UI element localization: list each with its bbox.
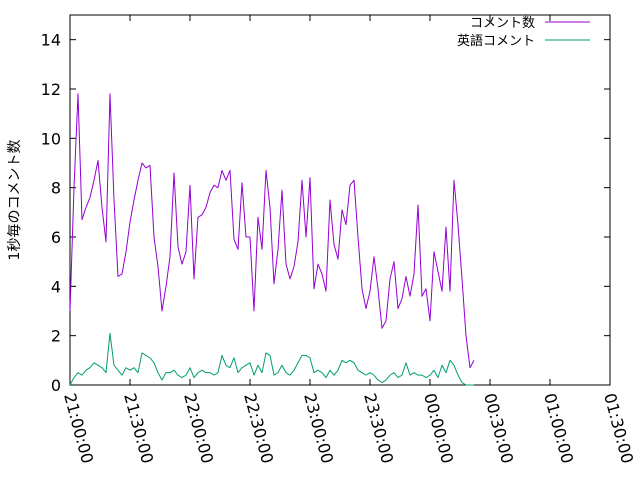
y-tick-label: 0 [51,376,61,395]
x-tick-label: 00:30:00 [480,391,517,465]
y-tick-label: 6 [51,228,61,247]
x-tick-label: 00:00:00 [420,391,457,465]
series-layer [69,93,475,386]
x-tick-label: 23:00:00 [300,391,337,465]
x-axis-ticks: 21:00:00 21:30:00 22:00:00 22:30:00 23:00:00… [60,15,637,465]
y-tick-label: 10 [41,129,61,148]
legend-label-1: 英語コメント [457,33,535,49]
y-tick-label: 14 [41,31,61,50]
plot-area-frame [69,14,611,386]
x-tick-label: 21:30:00 [120,391,157,465]
y-axis-label: 1秒毎のコメント数 [7,140,23,261]
y-axis-ticks: 0 2 4 6 8 10 12 14 [41,31,610,395]
plot-border [69,14,611,386]
x-tick-label: 22:00:00 [180,391,217,465]
x-tick-label: 23:30:00 [360,391,397,465]
x-tick-label: 01:30:00 [600,391,637,465]
series-line-0 [69,93,475,369]
x-tick-label: 22:30:00 [240,391,277,465]
y-tick-label: 2 [51,327,61,346]
y-tick-label: 4 [51,277,61,296]
legend-label-0: コメント数 [470,16,535,31]
x-tick-label: 21:00:00 [60,391,97,465]
y-tick-label: 12 [41,80,61,99]
x-tick-label: 01:00:00 [540,391,577,465]
y-tick-label: 8 [51,179,61,198]
series-line-1 [69,332,474,386]
